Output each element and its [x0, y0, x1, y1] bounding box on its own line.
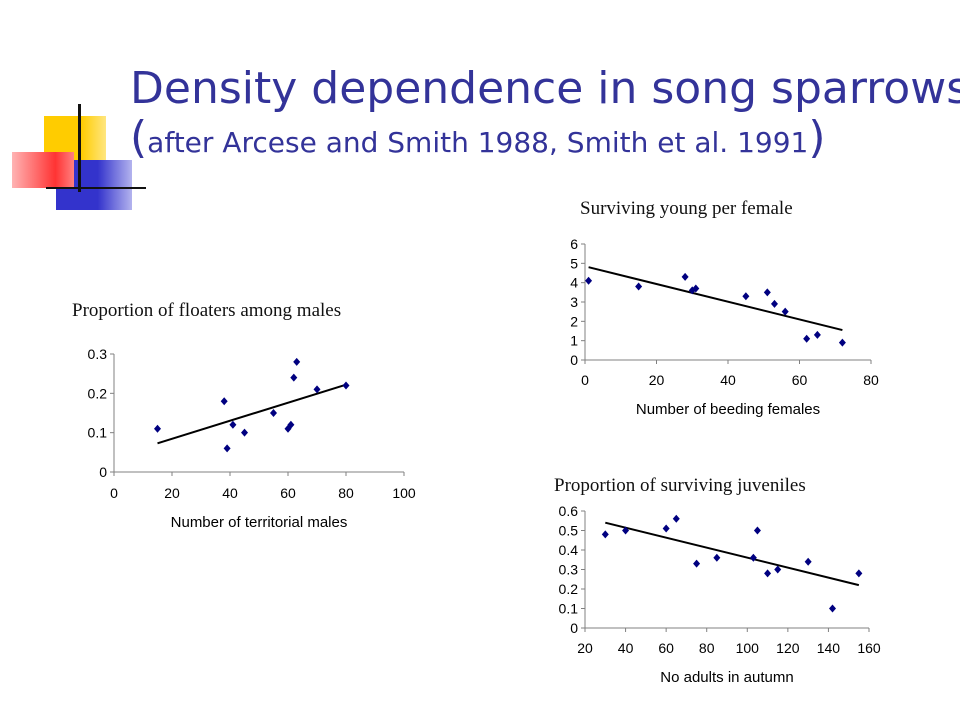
x-tick-label: 160 — [857, 640, 881, 656]
y-tick-label: 0.1 — [88, 425, 108, 441]
data-point — [774, 565, 782, 574]
chart-title-juveniles: Proportion of surviving juveniles — [554, 475, 806, 496]
data-point — [855, 569, 863, 578]
x-tick-label: 40 — [222, 485, 238, 501]
y-tick-label: 0.1 — [559, 601, 579, 617]
data-point — [828, 604, 836, 613]
chart-surviving-juveniles: 0 0.1 0.2 0.3 0.4 0.5 0.6 20 40 60 80 100 120 140 160 N… — [559, 503, 881, 686]
trendline — [588, 266, 843, 332]
y-tick-label: 6 — [570, 236, 578, 252]
data-point — [742, 292, 750, 301]
chart-title-young: Surviving young per female — [580, 198, 793, 219]
data-point — [223, 444, 231, 453]
x-axis-title: Number of territorial males — [171, 514, 348, 531]
data-point — [313, 385, 321, 394]
data-point — [154, 424, 161, 433]
data-point — [681, 272, 689, 281]
x-tick-label: 20 — [577, 640, 593, 656]
data-point — [672, 514, 680, 523]
y-tick-label: 4 — [570, 275, 578, 291]
data-point — [763, 288, 771, 297]
x-tick-label: 40 — [618, 640, 634, 656]
data-point — [293, 357, 301, 366]
y-tick-label: 0.4 — [559, 542, 579, 558]
chart-title-floaters: Proportion of floaters among males — [72, 300, 342, 321]
data-point — [601, 530, 609, 539]
data-point — [803, 334, 811, 343]
title-citation: after Arcese and Smith 1988, Smith et al… — [147, 126, 809, 159]
x-tick-label: 100 — [392, 485, 416, 501]
y-tick-label: 0 — [99, 464, 107, 480]
y-tick-label: 3 — [570, 294, 578, 310]
y-tick-label: 0 — [570, 620, 578, 636]
data-point — [287, 420, 295, 429]
data-point — [838, 338, 846, 347]
chart-floaters: 0 0.1 0.2 0.3 0 20 40 60 80 100 Number of territor… — [88, 346, 416, 531]
x-tick-label: 80 — [863, 372, 879, 388]
y-tick-label: 0 — [570, 352, 578, 368]
data-point — [692, 284, 700, 293]
trendline — [157, 383, 347, 445]
x-tick-label: 100 — [736, 640, 760, 656]
y-tick-label: 1 — [570, 333, 578, 349]
data-point — [813, 330, 821, 339]
y-tick-label: 0.6 — [559, 503, 579, 519]
data-point — [622, 526, 630, 535]
data-point — [770, 299, 778, 308]
data-point — [764, 569, 772, 578]
data-point — [635, 282, 643, 291]
title-open-paren: ( — [130, 112, 148, 163]
data-point — [290, 373, 298, 382]
x-tick-label: 60 — [792, 372, 808, 388]
data-point — [693, 559, 701, 568]
x-axis-title: Number of beeding females — [636, 401, 820, 418]
data-point — [270, 409, 277, 417]
y-tick-label: 0.2 — [559, 581, 579, 597]
deco-red-bar — [12, 152, 74, 188]
x-tick-label: 40 — [720, 372, 736, 388]
x-tick-label: 0 — [110, 485, 118, 501]
deco-horizontal-line — [46, 187, 146, 189]
y-tick-label: 0.2 — [88, 385, 108, 401]
y-tick-label: 0.3 — [88, 346, 108, 362]
deco-vertical-line — [78, 104, 81, 192]
x-tick-label: 60 — [280, 485, 296, 501]
data-point — [241, 428, 248, 437]
title-close-paren: ) — [808, 112, 826, 163]
x-tick-label: 20 — [164, 485, 180, 501]
x-tick-label: 80 — [338, 485, 354, 501]
slide-title: Density dependence in song sparrows (aft… — [130, 62, 960, 165]
title-line-1: Density dependence in song sparrows — [130, 63, 960, 114]
data-point — [220, 397, 228, 406]
data-point — [688, 286, 696, 295]
x-tick-label: 140 — [817, 640, 841, 656]
data-point — [781, 307, 789, 316]
y-tick-label: 2 — [570, 313, 578, 329]
data-point — [662, 524, 670, 533]
data-point — [804, 557, 812, 566]
data-point — [713, 553, 721, 562]
data-point — [229, 420, 237, 429]
x-tick-label: 80 — [699, 640, 715, 656]
title-line-2: (after Arcese and Smith 1988, Smith et a… — [130, 116, 950, 165]
data-point — [753, 526, 761, 535]
x-axis-title: No adults in autumn — [660, 669, 793, 686]
y-tick-label: 0.5 — [559, 523, 579, 539]
x-tick-label: 120 — [776, 640, 800, 656]
y-tick-label: 0.3 — [559, 562, 579, 578]
trendline — [605, 521, 860, 587]
x-tick-label: 60 — [658, 640, 674, 656]
x-tick-label: 20 — [649, 372, 665, 388]
x-tick-label: 0 — [581, 372, 589, 388]
data-point — [585, 276, 593, 285]
data-point — [342, 381, 350, 390]
data-point — [749, 553, 757, 562]
y-tick-label: 5 — [570, 255, 578, 271]
